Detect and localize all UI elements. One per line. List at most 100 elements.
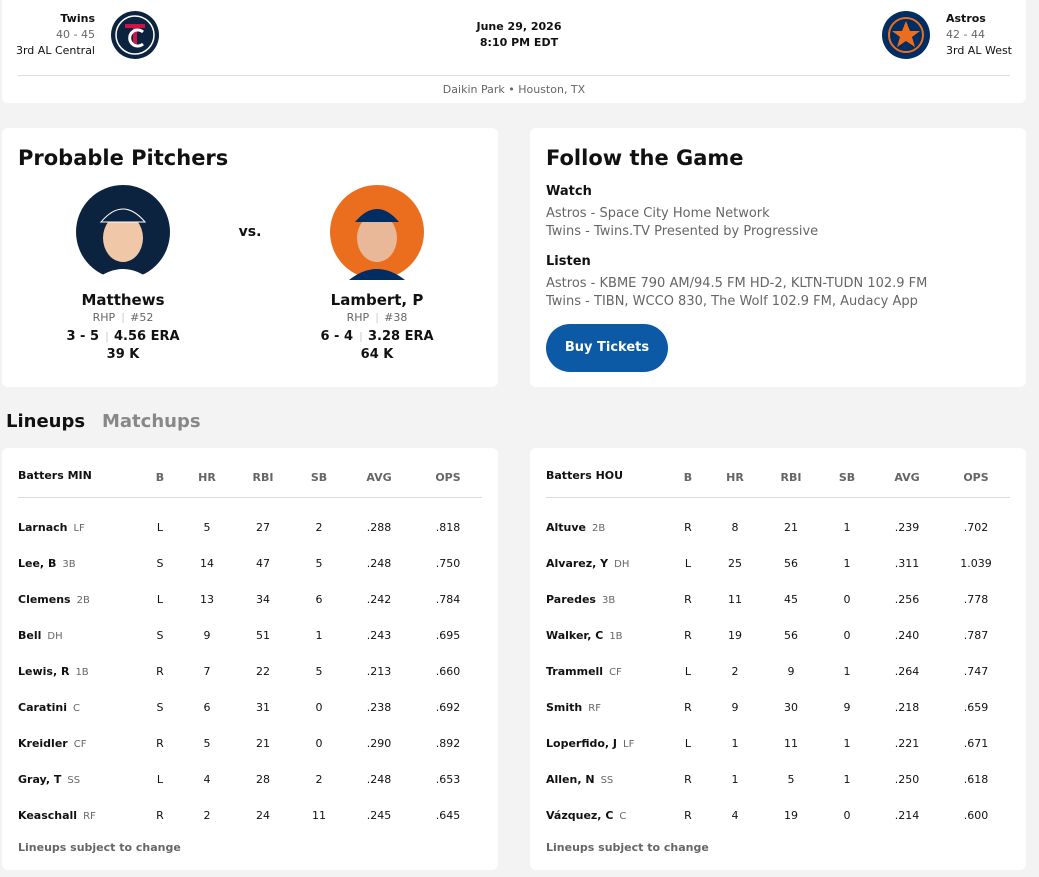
stat-cell: 21 — [256, 737, 270, 750]
batter: Altuve 2B — [546, 521, 605, 534]
batter-position: LF — [73, 523, 85, 534]
batter-name: Paredes — [546, 593, 596, 606]
column-header: OPS — [963, 471, 989, 484]
stat-cell: 0 — [843, 809, 851, 822]
stat-cell: .243 — [366, 629, 392, 642]
batter: Caratini C — [18, 701, 80, 714]
batter-position: C — [72, 703, 80, 714]
record: 3 - 5 — [66, 329, 99, 344]
stat-cell: 6 — [203, 701, 211, 714]
batter-position: 2B — [76, 595, 90, 606]
watch-label: Watch — [546, 184, 592, 199]
stat-cell: 5 — [203, 521, 211, 534]
stat-cell: 9 — [843, 701, 851, 714]
stat-cell: 1 — [843, 665, 851, 678]
stat-cell: .238 — [366, 701, 392, 714]
stat-cell: 51 — [256, 629, 270, 642]
stat-cell: R — [684, 521, 692, 534]
stat-cell: 9 — [787, 665, 795, 678]
stat-cell: 11 — [728, 593, 742, 606]
stat-cell: 1 — [731, 773, 739, 786]
section-title: Probable Pitchers — [18, 146, 229, 170]
stat-cell: 2 — [203, 809, 211, 822]
stat-cell: 8 — [731, 521, 739, 534]
batter-name: Trammell — [546, 665, 604, 678]
batter-name: Gray, T — [18, 773, 62, 786]
stat-cell: 5 — [203, 737, 211, 750]
pitcher-stats: 6 - 4 3.28 ERA — [320, 329, 433, 344]
batter-position: RF — [83, 811, 96, 822]
stat-cell: .892 — [435, 737, 461, 750]
stat-cell: .290 — [366, 737, 392, 750]
stat-cell: S — [156, 701, 164, 714]
stat-cell: .239 — [894, 521, 920, 534]
stat-cell: .659 — [963, 701, 989, 714]
batter-position: 1B — [609, 631, 623, 642]
batter: Bell DH — [18, 629, 63, 642]
stat-cell: .600 — [963, 809, 989, 822]
twins-logo — [111, 11, 159, 59]
stat-cell: 22 — [256, 665, 270, 678]
stat-cell: 56 — [784, 557, 798, 570]
pitcher-name: Matthews — [81, 291, 165, 309]
stat-cell: .787 — [963, 629, 989, 642]
number: #52 — [130, 311, 154, 324]
stat-cell: 9 — [731, 701, 739, 714]
stat-cell: 2 — [315, 521, 323, 534]
stat-cell: 30 — [784, 701, 798, 714]
batter-name: Caratini — [18, 701, 67, 714]
batter-position: LF — [623, 739, 635, 750]
stat-cell: .213 — [366, 665, 392, 678]
listen-item: Astros - KBME 790 AM/94.5 FM HD-2, KLTN-… — [546, 276, 928, 291]
home-record: 42 - 44 — [946, 28, 985, 41]
stat-cell: 25 — [728, 557, 742, 570]
batter-name: Keaschall — [18, 809, 78, 822]
lineup-card: Batters HOU B HR RBI SB AVG OPS Altuve 2B R 8 21 1.2… — [530, 448, 1026, 870]
stat-cell: .747 — [963, 665, 989, 678]
batter: Paredes 3B — [546, 593, 615, 606]
stat-cell: 0 — [315, 701, 323, 714]
stat-cell: .702 — [963, 521, 989, 534]
home-standing: 3rd AL West — [946, 44, 1012, 57]
stat-cell: .695 — [435, 629, 461, 642]
column-header: B — [683, 471, 693, 484]
stat-cell: 47 — [256, 557, 270, 570]
stat-cell: 1 — [731, 737, 739, 750]
strikeouts: 64 K — [360, 347, 394, 362]
column-header: RBI — [252, 471, 274, 484]
stat-cell: 6 — [315, 593, 323, 606]
stat-cell: .256 — [894, 593, 920, 606]
batter-name: Smith — [546, 701, 583, 714]
stat-cell: 31 — [256, 701, 270, 714]
listen-item: Twins - TIBN, WCCO 830, The Wolf 102.9 F… — [546, 294, 918, 309]
column-header: B — [155, 471, 165, 484]
stat-cell: R — [684, 773, 692, 786]
era: 4.56 ERA — [113, 329, 180, 344]
home-team-name: Astros — [946, 12, 986, 25]
stat-cell: L — [684, 557, 692, 570]
strikeouts: 39 K — [106, 347, 140, 362]
stat-cell: .240 — [894, 629, 920, 642]
batter-name: Allen, N — [546, 773, 595, 786]
pitcher-photo — [330, 185, 424, 280]
astros-logo — [882, 11, 930, 59]
stat-cell: 56 — [784, 629, 798, 642]
batter-position: SS — [67, 775, 81, 786]
tab-matchups[interactable]: Matchups — [102, 411, 201, 432]
pitcher-info: RHP #38 — [347, 311, 408, 324]
batter: Lee, B 3B — [18, 557, 76, 570]
stat-cell: .750 — [435, 557, 461, 570]
stat-cell: 2 — [315, 773, 323, 786]
stat-cell: .778 — [963, 593, 989, 606]
divider — [18, 497, 482, 498]
table-title: Batters HOU — [546, 469, 624, 482]
batter-position: 3B — [62, 559, 76, 570]
tab-lineups[interactable]: Lineups — [6, 411, 86, 432]
stat-cell: 14 — [200, 557, 214, 570]
lineup-note: Lineups subject to change — [18, 841, 181, 854]
batter-position: SS — [600, 775, 614, 786]
column-header: AVG — [366, 471, 392, 484]
stat-cell: 1 — [843, 557, 851, 570]
buy-tickets-button[interactable]: Buy Tickets — [546, 324, 668, 372]
stat-cell: R — [684, 593, 692, 606]
